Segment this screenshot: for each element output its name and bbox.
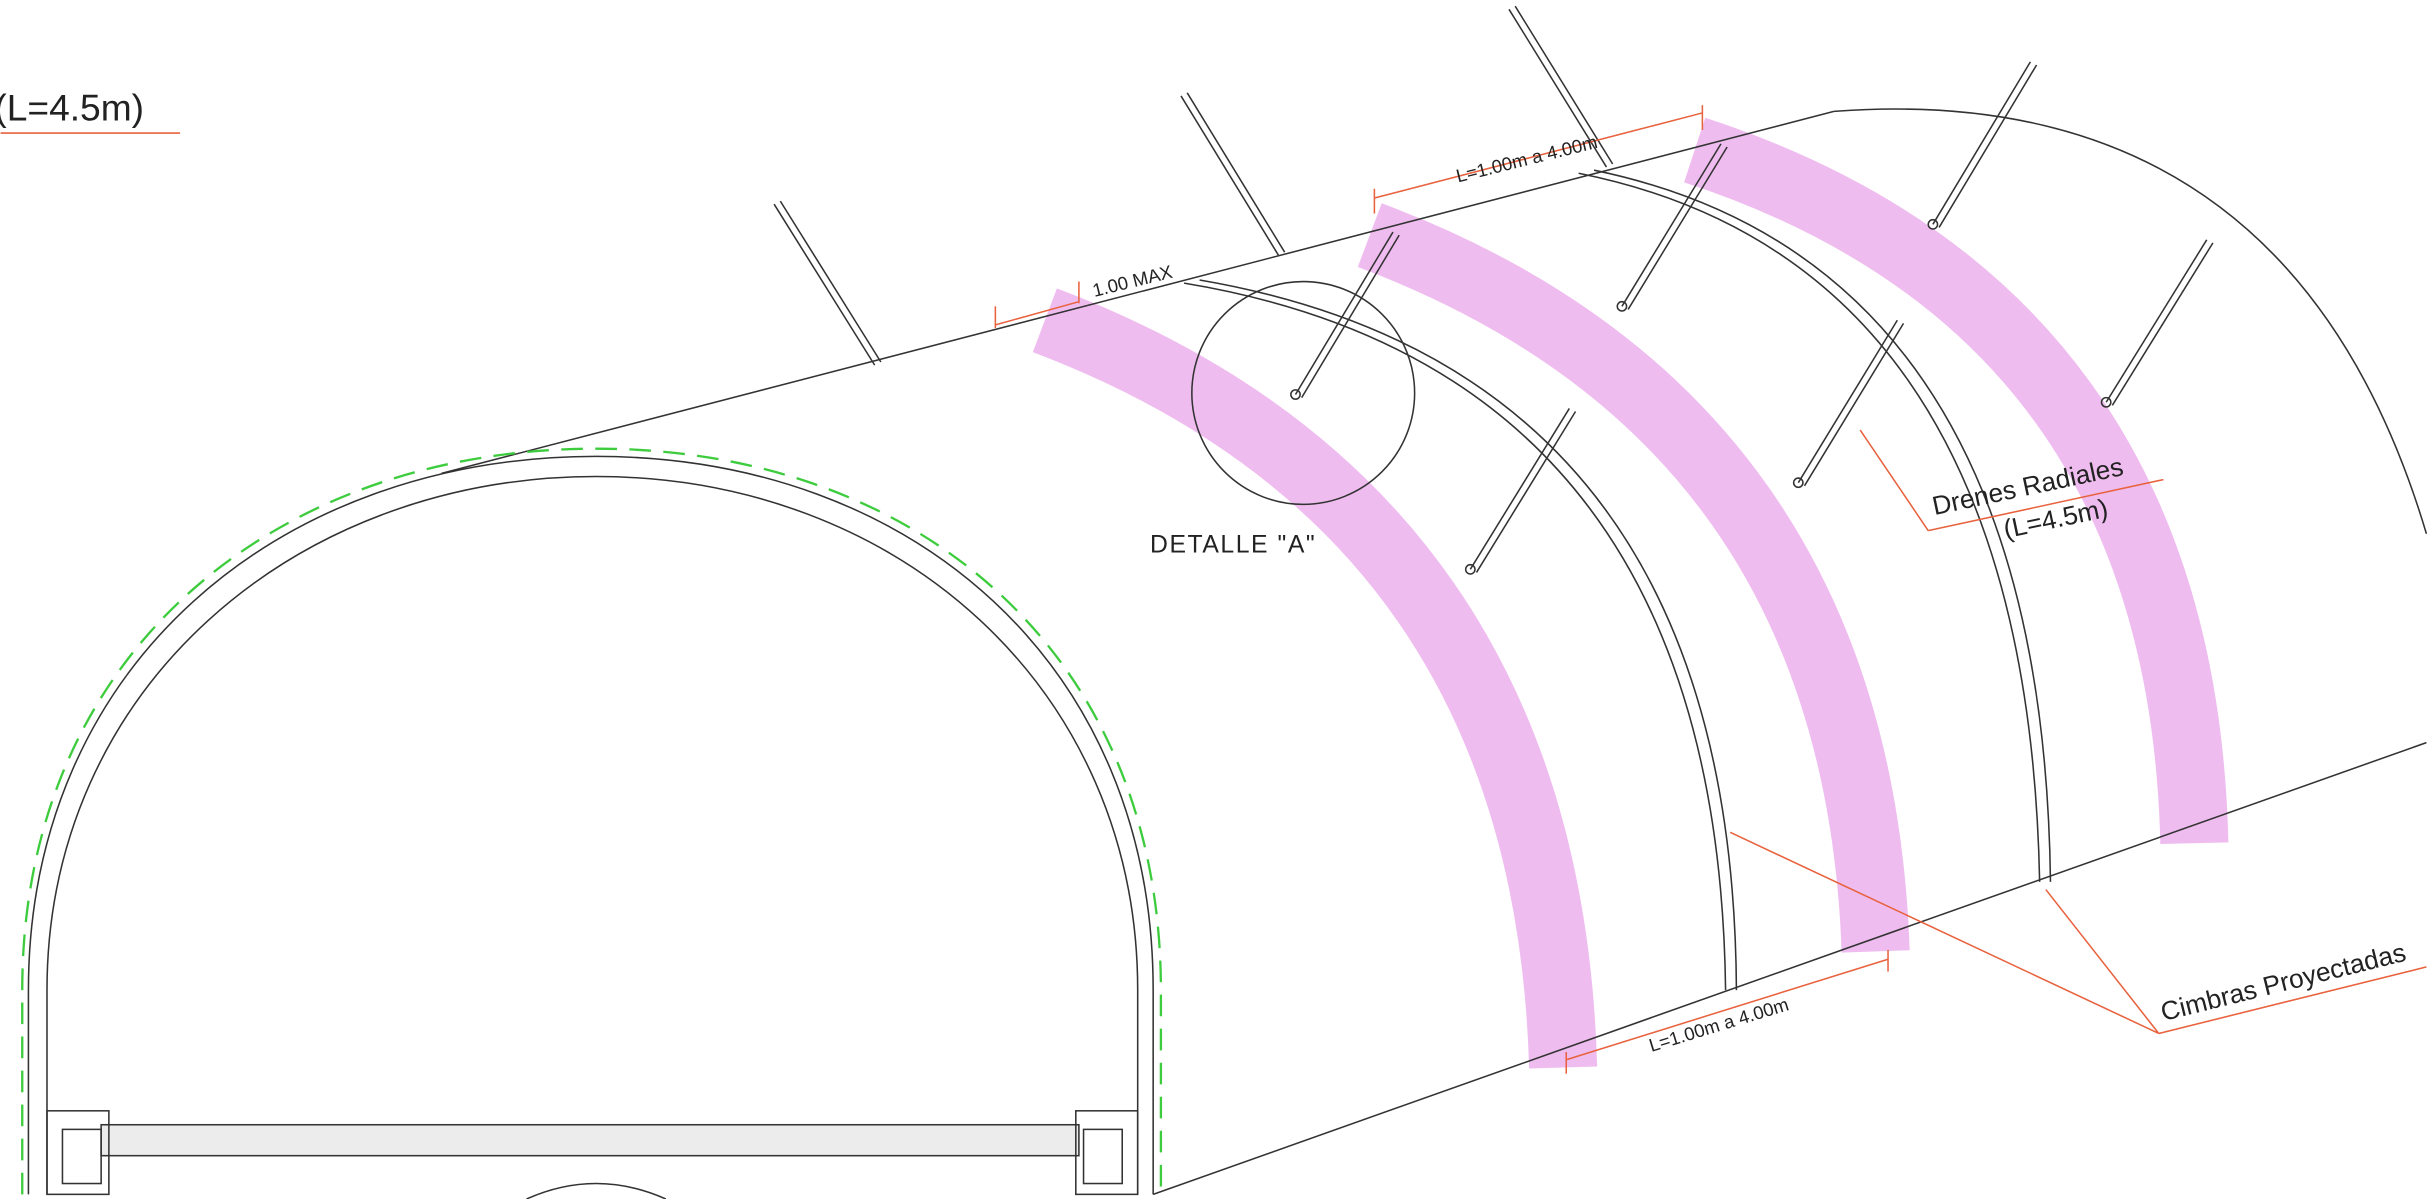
callout-title: Cimbras Proyectadas bbox=[2158, 937, 2409, 1027]
dimension-label: 1.00 MAX bbox=[1090, 261, 1174, 301]
tunnel-drawing: (L=4.5m) bbox=[0, 0, 2427, 1199]
top-note: (L=4.5m) bbox=[0, 87, 144, 129]
page: (L=4.5m) bbox=[0, 0, 2427, 1199]
dimension-label: L=1.00m a 4.00m bbox=[1646, 993, 1791, 1055]
bands bbox=[1045, 150, 2194, 1067]
detail-label: DETALLE "A" bbox=[1150, 531, 1316, 558]
portal bbox=[22, 449, 1161, 1199]
